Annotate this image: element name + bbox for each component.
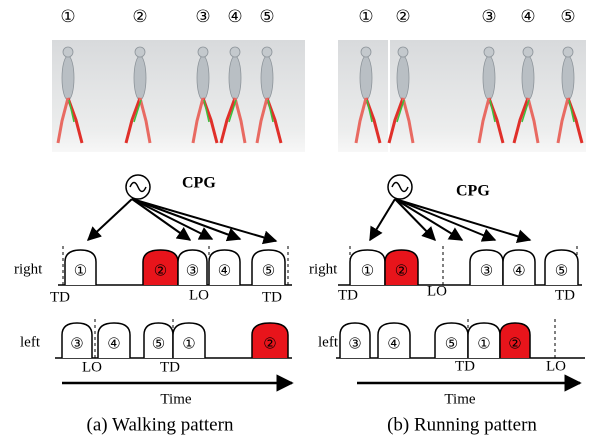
humanoid-torso <box>229 56 241 100</box>
gait-event: LO <box>189 287 209 303</box>
frame-number: ⑤ <box>259 7 274 26</box>
frame-number: ② <box>395 7 410 26</box>
hump-number: ① <box>74 263 87 279</box>
humanoid-head <box>198 47 208 57</box>
leg-label: left <box>318 334 339 350</box>
hump-number: ② <box>154 263 167 279</box>
hump-number: ④ <box>512 263 525 279</box>
caption: (a) Walking pattern <box>87 414 234 435</box>
humanoid-head <box>398 47 408 57</box>
hump-number: ⑤ <box>262 263 275 279</box>
humanoid-torso <box>261 56 273 100</box>
hump-number: ④ <box>218 263 231 279</box>
cpg-label: CPG <box>456 183 490 200</box>
humanoid-head <box>361 47 371 57</box>
humanoid-head <box>523 47 533 57</box>
cpg-arrow <box>132 199 240 239</box>
figure: ①②③④⑤CPGright①②③④⑤TDLOTDleft③④⑤①②LOTDTim… <box>0 0 593 439</box>
cpg-arrow <box>370 199 395 240</box>
frame-number: ① <box>60 7 75 26</box>
humanoid-torso <box>62 56 74 100</box>
cpg-arrow <box>395 199 495 240</box>
gait-event: LO <box>427 283 447 299</box>
cpg-arrow <box>132 199 190 240</box>
hump-number: ② <box>395 263 408 279</box>
hump-number: ④ <box>387 336 400 352</box>
gait-event: TD <box>50 289 70 305</box>
frame-number: ④ <box>227 7 242 26</box>
humanoid-torso <box>360 56 372 100</box>
gait-event: LO <box>546 358 566 374</box>
gait-event: TD <box>262 289 282 305</box>
frame-number: ⑤ <box>560 7 575 26</box>
humanoid-torso <box>562 56 574 100</box>
leg-label: right <box>14 261 43 277</box>
humanoid-torso <box>134 56 146 100</box>
humanoid-head <box>484 47 494 57</box>
hump-number: ⑤ <box>152 336 165 352</box>
running-frames <box>338 40 586 152</box>
time-label: Time <box>444 391 475 407</box>
frame-number: ④ <box>520 7 535 26</box>
humanoid-torso <box>197 56 209 100</box>
gait-event: TD <box>160 359 180 375</box>
frame-number: ① <box>358 7 373 26</box>
humanoid-torso <box>397 56 409 100</box>
hump-number: ③ <box>70 336 83 352</box>
leg-label: right <box>309 261 338 277</box>
gait-event: TD <box>555 287 575 303</box>
frame-number: ③ <box>481 7 496 26</box>
time-label: Time <box>160 391 191 407</box>
hump-number: ⑤ <box>555 263 568 279</box>
humanoid-torso <box>522 56 534 100</box>
hump-number: ③ <box>186 263 199 279</box>
hump-number: ⑤ <box>445 336 458 352</box>
hump-number: ① <box>182 336 195 352</box>
humanoid-head <box>262 47 272 57</box>
cpg-arrow <box>88 199 132 240</box>
humanoid-torso <box>483 56 495 100</box>
leg-label: left <box>20 334 41 350</box>
humanoid-head <box>135 47 145 57</box>
humanoid-head <box>563 47 573 57</box>
caption: (b) Running pattern <box>387 414 537 435</box>
gait-event: TD <box>338 287 358 303</box>
humanoid-head <box>230 47 240 57</box>
hump-number: ② <box>508 336 521 352</box>
hump-number: ③ <box>480 263 493 279</box>
gait-event: TD <box>455 358 475 374</box>
frame-number: ③ <box>195 7 210 26</box>
hump-number: ③ <box>348 336 361 352</box>
humanoid-head <box>63 47 73 57</box>
hump-number: ① <box>361 263 374 279</box>
hump-number: ④ <box>107 336 120 352</box>
hump-number: ① <box>477 336 490 352</box>
hump-number: ② <box>263 336 276 352</box>
frame-number: ② <box>132 7 147 26</box>
cpg-label: CPG <box>182 175 216 192</box>
gait-event: LO <box>82 359 102 375</box>
